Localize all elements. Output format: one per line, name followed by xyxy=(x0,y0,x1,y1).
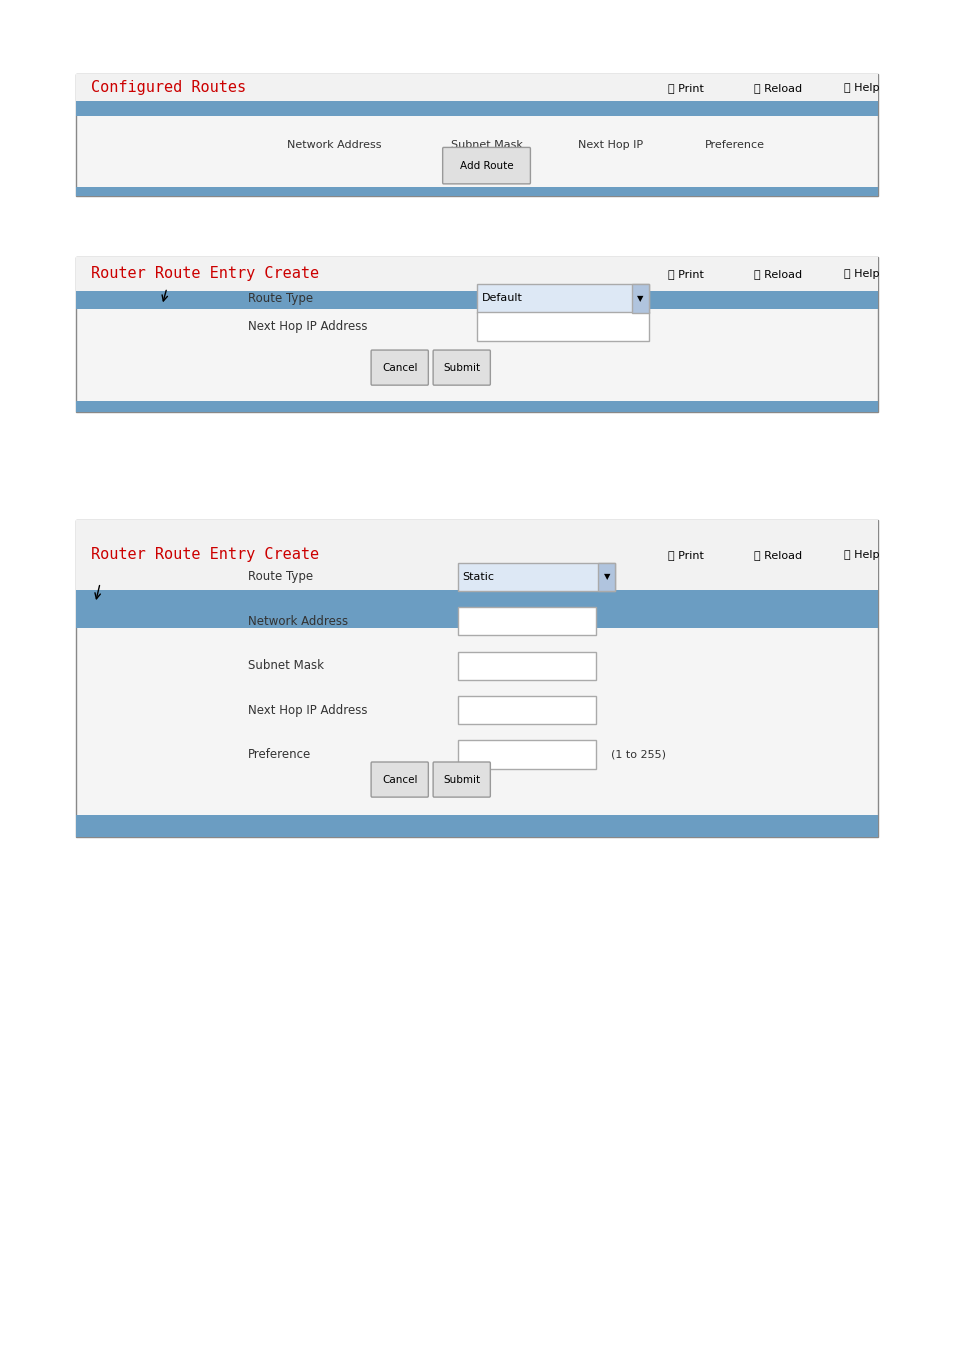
Text: Submit: Submit xyxy=(443,363,479,373)
Text: Cancel: Cancel xyxy=(381,775,417,784)
Text: Add Route: Add Route xyxy=(459,161,513,170)
Bar xyxy=(457,740,596,768)
FancyBboxPatch shape xyxy=(433,761,490,796)
Text: ❓ Help: ❓ Help xyxy=(843,269,879,278)
Text: Next Hop IP Address: Next Hop IP Address xyxy=(248,703,367,717)
Text: Preference: Preference xyxy=(704,139,763,150)
Bar xyxy=(76,520,877,837)
Text: 🖨 Print: 🖨 Print xyxy=(667,269,703,278)
Bar xyxy=(457,652,596,680)
Text: 🖨 Print: 🖨 Print xyxy=(667,549,703,560)
Text: Static: Static xyxy=(462,572,495,582)
Bar xyxy=(76,74,877,101)
Text: Route Type: Route Type xyxy=(248,570,313,583)
Text: Network Address: Network Address xyxy=(286,139,381,150)
Text: Next Hop IP: Next Hop IP xyxy=(578,139,642,150)
Text: ▼: ▼ xyxy=(603,572,609,582)
Bar xyxy=(76,520,877,590)
Text: Subnet Mask: Subnet Mask xyxy=(450,139,522,150)
Bar xyxy=(457,563,615,591)
Bar xyxy=(76,74,877,196)
Text: Cancel: Cancel xyxy=(381,363,417,373)
Bar xyxy=(76,188,877,196)
Text: 🔄 Reload: 🔄 Reload xyxy=(753,549,801,560)
Text: Network Address: Network Address xyxy=(248,614,348,628)
FancyBboxPatch shape xyxy=(371,761,428,796)
Bar xyxy=(76,290,877,309)
Text: Route Type: Route Type xyxy=(248,292,313,305)
Text: (1 to 255): (1 to 255) xyxy=(610,749,665,760)
Text: Subnet Mask: Subnet Mask xyxy=(248,659,324,672)
Bar xyxy=(76,590,877,628)
Bar xyxy=(476,312,648,342)
Bar xyxy=(76,256,877,412)
Text: Preference: Preference xyxy=(248,748,311,761)
Text: Default: Default xyxy=(481,293,522,304)
Bar xyxy=(76,256,877,290)
Bar xyxy=(457,608,596,636)
Text: ▼: ▼ xyxy=(637,294,642,302)
FancyBboxPatch shape xyxy=(433,350,490,385)
Text: Router Route Entry Create: Router Route Entry Create xyxy=(91,266,318,281)
Text: ❓ Help: ❓ Help xyxy=(843,82,879,93)
Text: Configured Routes: Configured Routes xyxy=(91,80,246,94)
Text: 🔄 Reload: 🔄 Reload xyxy=(753,82,801,93)
Text: 🔄 Reload: 🔄 Reload xyxy=(753,269,801,278)
Text: Next Hop IP Address: Next Hop IP Address xyxy=(248,320,367,333)
Bar xyxy=(76,401,877,412)
Bar xyxy=(76,815,877,837)
Bar xyxy=(476,284,648,313)
Text: Submit: Submit xyxy=(443,775,479,784)
FancyBboxPatch shape xyxy=(442,147,530,184)
Bar xyxy=(457,697,596,725)
Bar xyxy=(598,563,615,591)
Text: Router Route Entry Create: Router Route Entry Create xyxy=(91,547,318,562)
Bar xyxy=(76,101,877,116)
Text: 🖨 Print: 🖨 Print xyxy=(667,82,703,93)
Text: ❓ Help: ❓ Help xyxy=(843,549,879,560)
Bar xyxy=(631,284,648,313)
FancyBboxPatch shape xyxy=(371,350,428,385)
